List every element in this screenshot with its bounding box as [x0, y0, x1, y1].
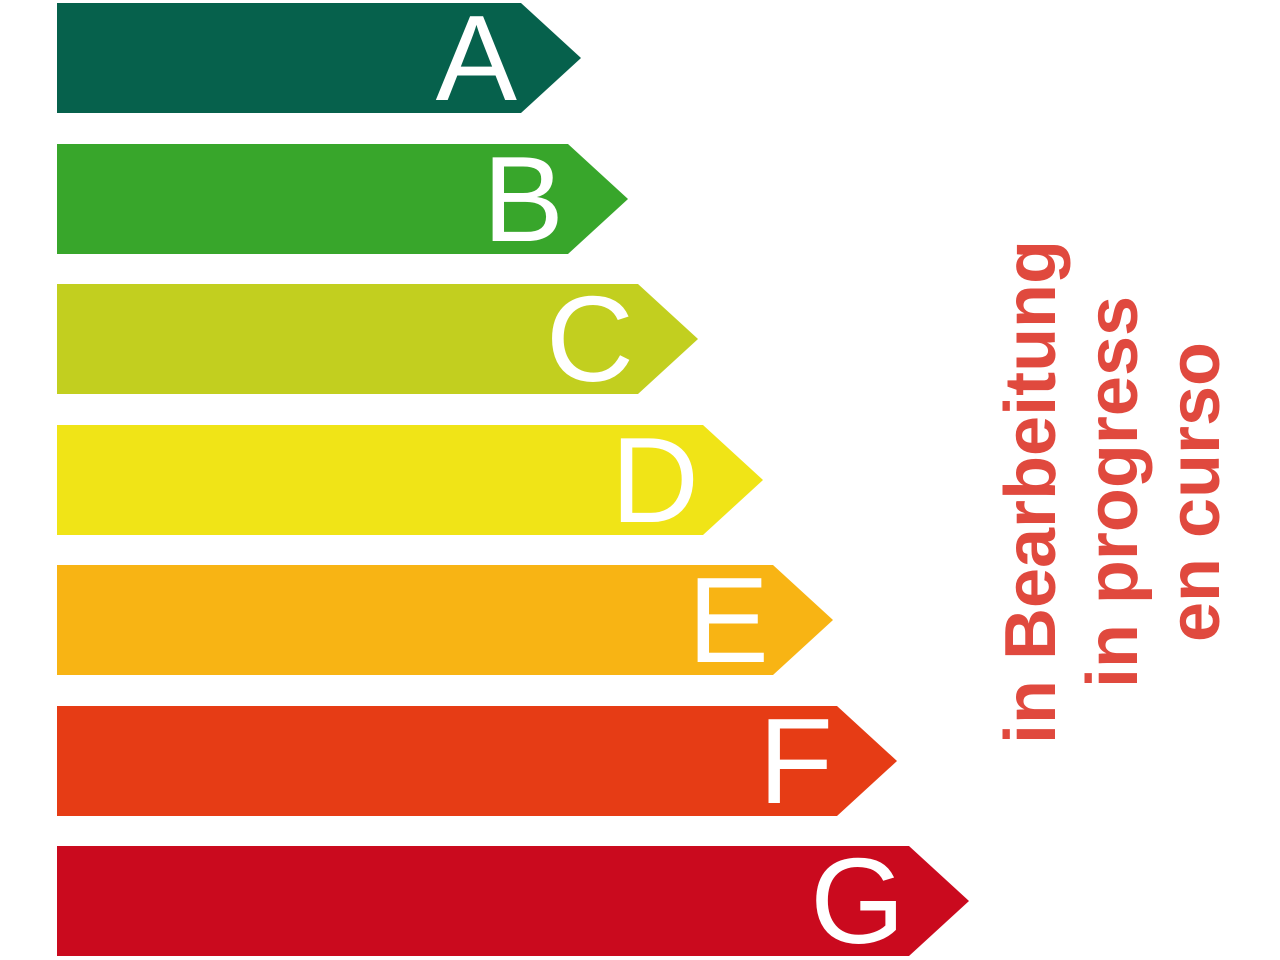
rating-arrow-b: B: [57, 144, 628, 254]
rating-arrow-d: D: [57, 425, 763, 535]
status-line-german: in Bearbeitung: [991, 239, 1071, 745]
status-text: in Bearbeitung in progress en curso: [990, 240, 1236, 744]
rating-letter: F: [758, 693, 833, 829]
rating-letter: C: [545, 271, 634, 407]
rating-arrow-e: E: [57, 565, 833, 675]
rating-arrow-g: G: [57, 846, 969, 956]
rating-arrow-a: A: [57, 3, 581, 113]
rating-arrow-c: C: [57, 284, 698, 394]
status-line-spanish: en curso: [1155, 341, 1235, 643]
rating-letter: D: [610, 412, 699, 548]
status-line-english: in progress: [1073, 295, 1153, 689]
rating-letter: E: [687, 552, 769, 688]
rating-letter: G: [810, 833, 905, 960]
rating-letter: A: [435, 0, 517, 126]
rating-letter: B: [482, 131, 564, 267]
rating-arrow-f: F: [57, 706, 897, 816]
